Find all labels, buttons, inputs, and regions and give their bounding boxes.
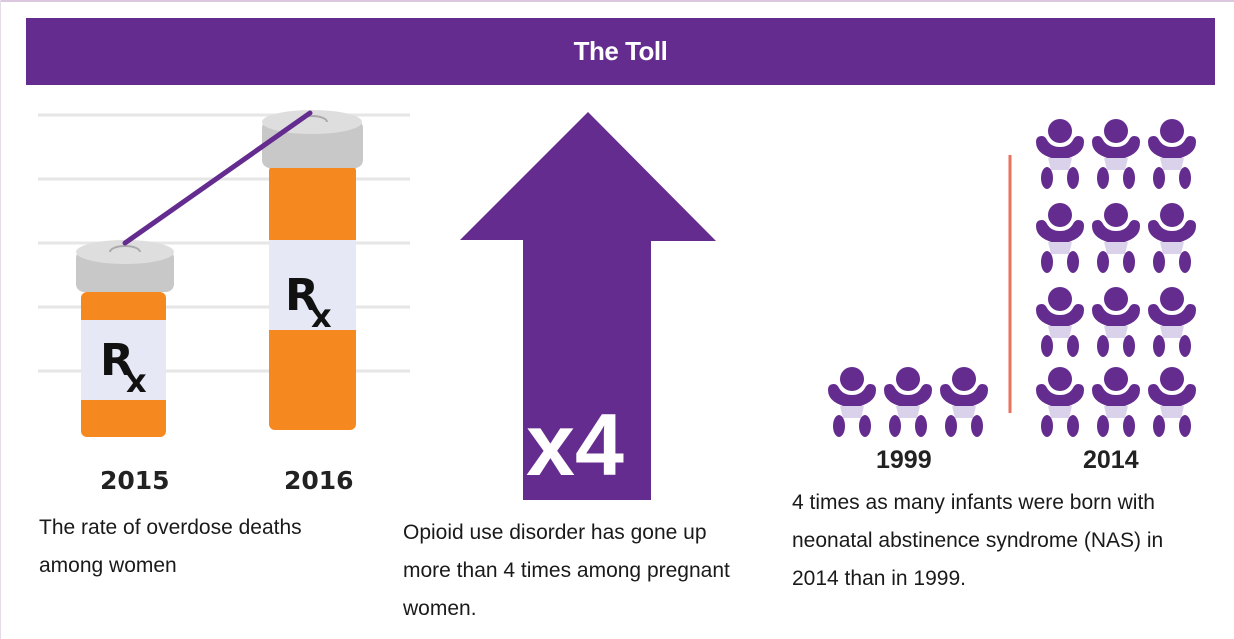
opioid-use-caption: Opioid use disorder has gone up more tha… — [403, 521, 730, 620]
up-arrow-icon: x4 — [460, 112, 716, 500]
pill-bottle-chart: R x R x — [38, 110, 410, 437]
left-border — [0, 0, 1, 639]
overdose-caption: The rate of overdose deaths among women — [39, 516, 302, 577]
year-2015-label: 2015 — [100, 466, 170, 495]
bottle-2016-icon: R x — [262, 110, 363, 430]
svg-text:R: R — [285, 270, 319, 321]
trend-line — [122, 110, 313, 246]
top-border — [0, 0, 1234, 2]
svg-text:x4: x4 — [526, 395, 624, 494]
infants-2014 — [1036, 119, 1196, 437]
overdose-panel: R x R x — [38, 100, 413, 500]
title-banner: The Toll — [26, 18, 1215, 85]
svg-text:R: R — [100, 335, 134, 386]
infant-pictogram — [828, 119, 1196, 437]
year-2016-label: 2016 — [284, 466, 354, 495]
svg-text:x: x — [311, 297, 332, 335]
nas-caption: 4 times as many infants were born with n… — [792, 491, 1164, 590]
year-1999-label: 1999 — [876, 446, 932, 474]
year-2014-label: 2014 — [1083, 446, 1139, 474]
nas-panel — [820, 110, 1220, 440]
svg-text:x: x — [126, 362, 147, 400]
page-title: The Toll — [573, 36, 668, 66]
bottle-2015-icon: R x — [76, 240, 174, 437]
infants-1999 — [828, 367, 988, 437]
opioid-use-panel: x4 — [460, 110, 720, 502]
